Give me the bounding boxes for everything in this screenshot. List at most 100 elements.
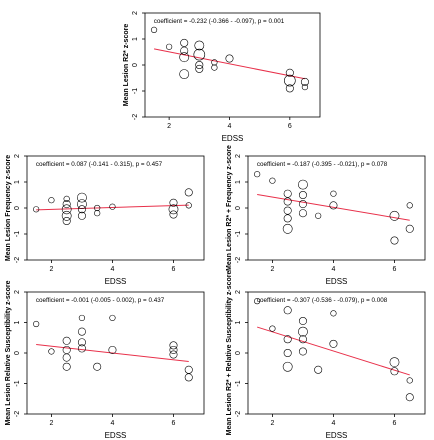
x-tick-label: 6 <box>288 123 292 130</box>
x-axis-label: EDSS <box>105 431 127 440</box>
y-tick-label: 2 <box>14 154 21 158</box>
coefficient-annotation: coefficient = -0.001 (-0.005 - 0.002), p… <box>36 297 165 304</box>
data-point <box>406 377 413 384</box>
plot-frame <box>144 12 321 118</box>
y-axis-label: Mean Lesion R2* z-score <box>123 24 130 107</box>
data-point <box>63 195 70 202</box>
data-point <box>283 306 292 315</box>
data-point <box>108 345 117 354</box>
data-point <box>179 69 190 79</box>
data-point <box>169 341 178 350</box>
y-tick-label: -2 <box>14 411 21 417</box>
y-tick-label: 0 <box>132 63 139 67</box>
data-point <box>298 191 307 200</box>
data-point <box>254 171 261 178</box>
data-point <box>77 338 86 347</box>
data-point <box>169 198 178 207</box>
data-point <box>330 190 337 197</box>
x-tick-label: 4 <box>331 420 335 427</box>
y-tick-label: -2 <box>14 257 21 263</box>
data-point <box>33 320 40 328</box>
data-point <box>298 347 307 356</box>
data-point <box>93 362 102 371</box>
data-point <box>48 197 55 204</box>
regression-line <box>257 193 410 221</box>
y-tick-label: 2 <box>132 11 139 15</box>
data-point <box>77 327 86 336</box>
x-axis-label: EDSS <box>326 431 348 440</box>
data-point <box>298 209 307 218</box>
data-point <box>109 203 116 210</box>
x-tick-label: 2 <box>167 123 171 130</box>
data-point <box>62 362 71 371</box>
y-tick-label: 0 <box>235 351 242 355</box>
data-point <box>283 189 292 198</box>
data-point <box>283 335 292 344</box>
data-point <box>315 212 322 219</box>
data-point <box>184 188 193 197</box>
data-point <box>62 353 71 362</box>
y-tick-label: -1 <box>235 380 242 386</box>
y-tick-label: 0 <box>14 206 21 210</box>
data-point <box>62 345 71 354</box>
data-point <box>329 201 338 210</box>
x-axis-label: EDSS <box>222 134 244 143</box>
y-tick-label: 0 <box>14 351 21 355</box>
data-point <box>269 177 276 184</box>
data-point <box>150 26 158 34</box>
panel-2: 2 4 6 -2 -1 0 1 2 EDSS Mean Lesion Frequency z-sc… <box>5 154 205 286</box>
data-point <box>62 200 71 209</box>
data-point <box>282 361 293 372</box>
regression-line <box>36 343 189 363</box>
y-axis-label: Mean Lesion R2* + Relative Susceptibilit… <box>226 271 233 436</box>
x-tick-label: 2 <box>49 420 53 427</box>
data-point <box>194 40 205 51</box>
y-tick-label: -1 <box>14 231 21 237</box>
data-point <box>285 68 294 77</box>
data-point <box>329 339 338 348</box>
data-point <box>77 211 86 220</box>
data-point <box>61 210 72 221</box>
x-tick-label: 6 <box>172 266 176 273</box>
data-point <box>298 200 307 209</box>
data-point <box>185 202 192 209</box>
x-tick-label: 2 <box>49 266 53 273</box>
data-point <box>94 204 101 212</box>
x-tick-label: 6 <box>393 420 397 427</box>
data-point <box>298 179 308 190</box>
data-point <box>300 77 309 86</box>
data-point <box>225 54 234 63</box>
data-point <box>169 210 178 219</box>
data-point <box>211 64 218 71</box>
data-point <box>389 357 400 368</box>
x-tick-label: 4 <box>331 266 335 273</box>
x-tick-label: 4 <box>110 266 114 273</box>
data-point <box>284 74 296 87</box>
data-point <box>390 236 399 245</box>
y-tick-label: -1 <box>14 380 21 386</box>
data-point <box>77 199 87 209</box>
regression-line <box>36 204 189 211</box>
y-tick-label: 2 <box>235 154 242 158</box>
y-tick-label: 2 <box>14 290 21 294</box>
y-axis-label: Mean Lesion Frequency z-score <box>5 155 12 261</box>
data-point <box>298 326 308 337</box>
y-tick-label: 1 <box>14 320 21 324</box>
data-point <box>314 365 323 374</box>
x-tick-label: 4 <box>110 420 114 427</box>
data-point <box>195 60 204 69</box>
y-tick-label: -1 <box>235 231 242 237</box>
data-point <box>169 350 178 359</box>
coefficient-annotation: coefficient = -0.187 (-0.395 - -0.021), … <box>257 161 388 168</box>
coefficient-annotation: coefficient = -0.307 (-0.536 - -0.079), … <box>257 297 388 304</box>
data-point <box>184 365 193 374</box>
data-point <box>285 84 294 93</box>
y-tick-label: -2 <box>235 411 242 417</box>
y-tick-label: -2 <box>132 114 139 120</box>
data-point <box>283 197 292 206</box>
data-point <box>269 325 276 332</box>
panel-3: 2 4 6 -2 -1 0 1 2 EDSS Mean Lesion R2* + Frequenc… <box>226 145 426 286</box>
x-axis-label: EDSS <box>326 277 348 286</box>
data-point <box>301 83 309 91</box>
